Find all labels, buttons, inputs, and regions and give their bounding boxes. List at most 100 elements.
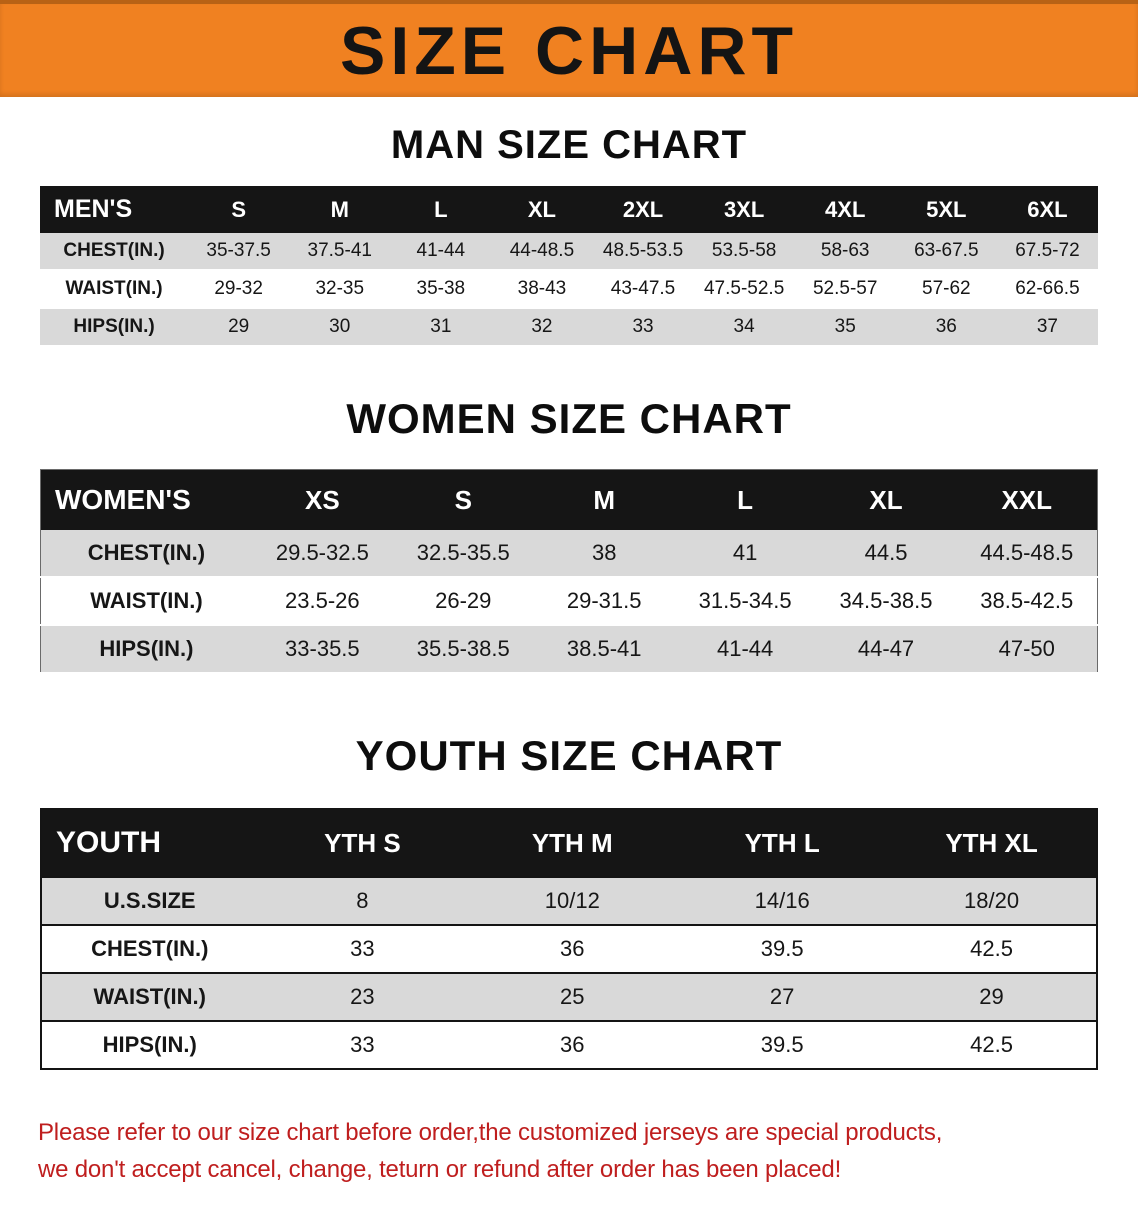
size-value-cell: 44-47	[857, 636, 915, 661]
size-column-header: S	[188, 186, 290, 233]
size-value-cell: 29	[228, 316, 250, 337]
size-value-cell: 48.5-53.5	[602, 240, 684, 261]
size-value-cell: 38-43	[517, 278, 567, 299]
table-row: WAIST(IN.) 29-32 32-35 35-38 38-43 43-47.5 47.…	[40, 270, 1098, 308]
disclaimer: Please refer to our size chart before or…	[0, 1114, 1138, 1218]
table-row: CHEST(IN.) 33 36 39.5 42.5	[41, 925, 1097, 973]
size-value-cell: 57-62	[922, 278, 971, 299]
table-row: HIPS(IN.) 33 36 39.5 42.5	[41, 1021, 1097, 1069]
row-label-cell: WAIST(IN.)	[93, 984, 206, 1009]
size-value-cell: 36	[560, 1032, 585, 1057]
size-value-cell: 33	[350, 936, 375, 961]
size-value-cell: 53.5-58	[711, 240, 777, 261]
size-value-cell: 33	[632, 316, 654, 337]
size-column-header: 3XL	[693, 186, 795, 233]
size-column-header: 5XL	[895, 186, 997, 233]
size-value-cell: 41-44	[416, 240, 466, 261]
size-value-cell: 67.5-72	[1015, 240, 1080, 261]
size-value-cell: 35.5-38.5	[416, 636, 510, 661]
size-column-header: 2XL	[592, 186, 694, 233]
size-value-cell: 38	[591, 540, 617, 565]
youth-size-chart-section: YOUTH SIZE CHART YOUTH YTH S YTH M YTH L YTH…	[0, 732, 1138, 1070]
size-value-cell: 38.5-41	[566, 636, 642, 661]
row-label-cell: HIPS(IN.)	[102, 1032, 197, 1057]
size-value-cell: 62-66.5	[1015, 278, 1080, 299]
row-label-cell: CHEST(IN.)	[91, 936, 209, 961]
size-value-cell: 42.5	[970, 936, 1013, 961]
size-value-cell: 38.5-42.5	[980, 588, 1074, 613]
size-column-header: XXL	[956, 469, 1098, 530]
size-value-cell: 39.5	[760, 936, 804, 961]
disclaimer-line-1: Please refer to our size chart before or…	[38, 1119, 943, 1146]
size-value-cell: 14/16	[754, 888, 810, 913]
table-name-cell: WOMEN'S	[40, 469, 252, 530]
size-value-cell: 18/20	[964, 888, 1020, 913]
table-row: HIPS(IN.) 33-35.5 35.5-38.5 38.5-41 41-44 44-…	[40, 625, 1098, 673]
size-column-header: S	[392, 469, 534, 530]
size-value-cell: 31.5-34.5	[698, 588, 792, 613]
size-value-cell: 37	[1036, 316, 1058, 337]
size-column-header: L	[390, 186, 492, 233]
table-name-cell: MEN'S	[40, 186, 189, 233]
row-label-cell: WAIST(IN.)	[90, 588, 203, 613]
size-value-cell: 44-48.5	[509, 240, 575, 261]
size-value-cell: 35	[834, 316, 856, 337]
youth-size-table: YOUTH YTH S YTH M YTH L YTH XL U.S.SIZE 8 10/12…	[40, 808, 1098, 1070]
row-label-cell: HIPS(IN.)	[99, 636, 194, 661]
size-value-cell: 41-44	[716, 636, 774, 661]
row-label-cell: CHEST(IN.)	[63, 240, 165, 261]
table-row: WAIST(IN.) 23 25 27 29	[41, 973, 1097, 1021]
size-value-cell: 32.5-35.5	[416, 540, 510, 565]
women-size-table: WOMEN'S XS S M L XL XXL CHEST(IN.) 29.5-32.5 32.5…	[40, 469, 1098, 674]
table-name-cell: YOUTH	[41, 809, 258, 877]
table-header-row: WOMEN'S XS S M L XL XXL	[40, 469, 1098, 530]
size-column-header: L	[674, 469, 816, 530]
table-header-row: MEN'S S M L XL 2XL 3XL 4XL 5XL 6XL	[40, 186, 1098, 233]
size-value-cell: 44.5	[864, 540, 908, 565]
size-value-cell: 35-37.5	[206, 240, 271, 261]
size-value-cell: 23	[350, 984, 375, 1009]
man-size-chart-section: MAN SIZE CHART MEN'S S M L XL 2XL 3XL 4XL 5XL 6XL…	[0, 123, 1138, 347]
row-label-cell: HIPS(IN.)	[73, 316, 155, 337]
size-value-cell: 44.5-48.5	[980, 540, 1074, 565]
size-value-cell: 29.5-32.5	[275, 540, 369, 565]
size-value-cell: 52.5-57	[812, 278, 878, 299]
size-value-cell: 36	[560, 936, 585, 961]
women-size-chart-heading: WOMEN SIZE CHART	[346, 395, 792, 442]
table-header-row: YOUTH YTH S YTH M YTH L YTH XL	[41, 809, 1097, 877]
size-value-cell: 35-38	[416, 278, 466, 299]
size-value-cell: 27	[769, 984, 795, 1009]
disclaimer-line-2: we don't accept cancel, change, teturn o…	[38, 1156, 842, 1184]
table-row: HIPS(IN.) 29 30 31 32 33 34 35 36 37	[40, 308, 1098, 346]
size-column-header: XL	[815, 469, 957, 530]
row-label-cell: WAIST(IN.)	[65, 278, 163, 299]
size-value-cell: 32	[531, 316, 553, 337]
size-value-cell: 37.5-41	[307, 240, 372, 261]
table-row: CHEST(IN.) 35-37.5 37.5-41 41-44 44-48.5 48.5…	[40, 233, 1098, 270]
size-value-cell: 29-31.5	[566, 588, 642, 613]
size-column-header: 4XL	[794, 186, 896, 233]
banner: SIZE CHART	[0, 0, 1138, 97]
size-column-header: YTH L	[677, 809, 888, 877]
size-value-cell: 36	[935, 316, 957, 337]
size-value-cell: 8	[356, 888, 369, 913]
size-value-cell: 26-29	[435, 588, 492, 613]
size-column-header: YTH XL	[887, 809, 1097, 877]
size-value-cell: 42.5	[970, 1032, 1013, 1057]
size-value-cell: 23.5-26	[285, 588, 360, 613]
size-value-cell: 32-35	[315, 278, 365, 299]
size-value-cell: 41	[732, 540, 758, 565]
size-column-header: YTH S	[257, 809, 468, 877]
size-value-cell: 47.5-52.5	[703, 278, 785, 299]
table-row: U.S.SIZE 8 10/12 14/16 18/20	[41, 877, 1097, 925]
page-title: SIZE CHART	[340, 12, 798, 89]
size-value-cell: 30	[329, 316, 351, 337]
size-value-cell: 47-50	[998, 636, 1055, 661]
table-row: CHEST(IN.) 29.5-32.5 32.5-35.5 38 41 44.5 44.5…	[40, 530, 1098, 577]
size-value-cell: 39.5	[760, 1032, 804, 1057]
size-value-cell: 29-32	[214, 278, 263, 299]
size-value-cell: 33	[350, 1032, 375, 1057]
size-value-cell: 29	[979, 984, 1004, 1009]
row-label-cell: CHEST(IN.)	[87, 540, 206, 565]
size-value-cell: 43-47.5	[610, 278, 676, 299]
